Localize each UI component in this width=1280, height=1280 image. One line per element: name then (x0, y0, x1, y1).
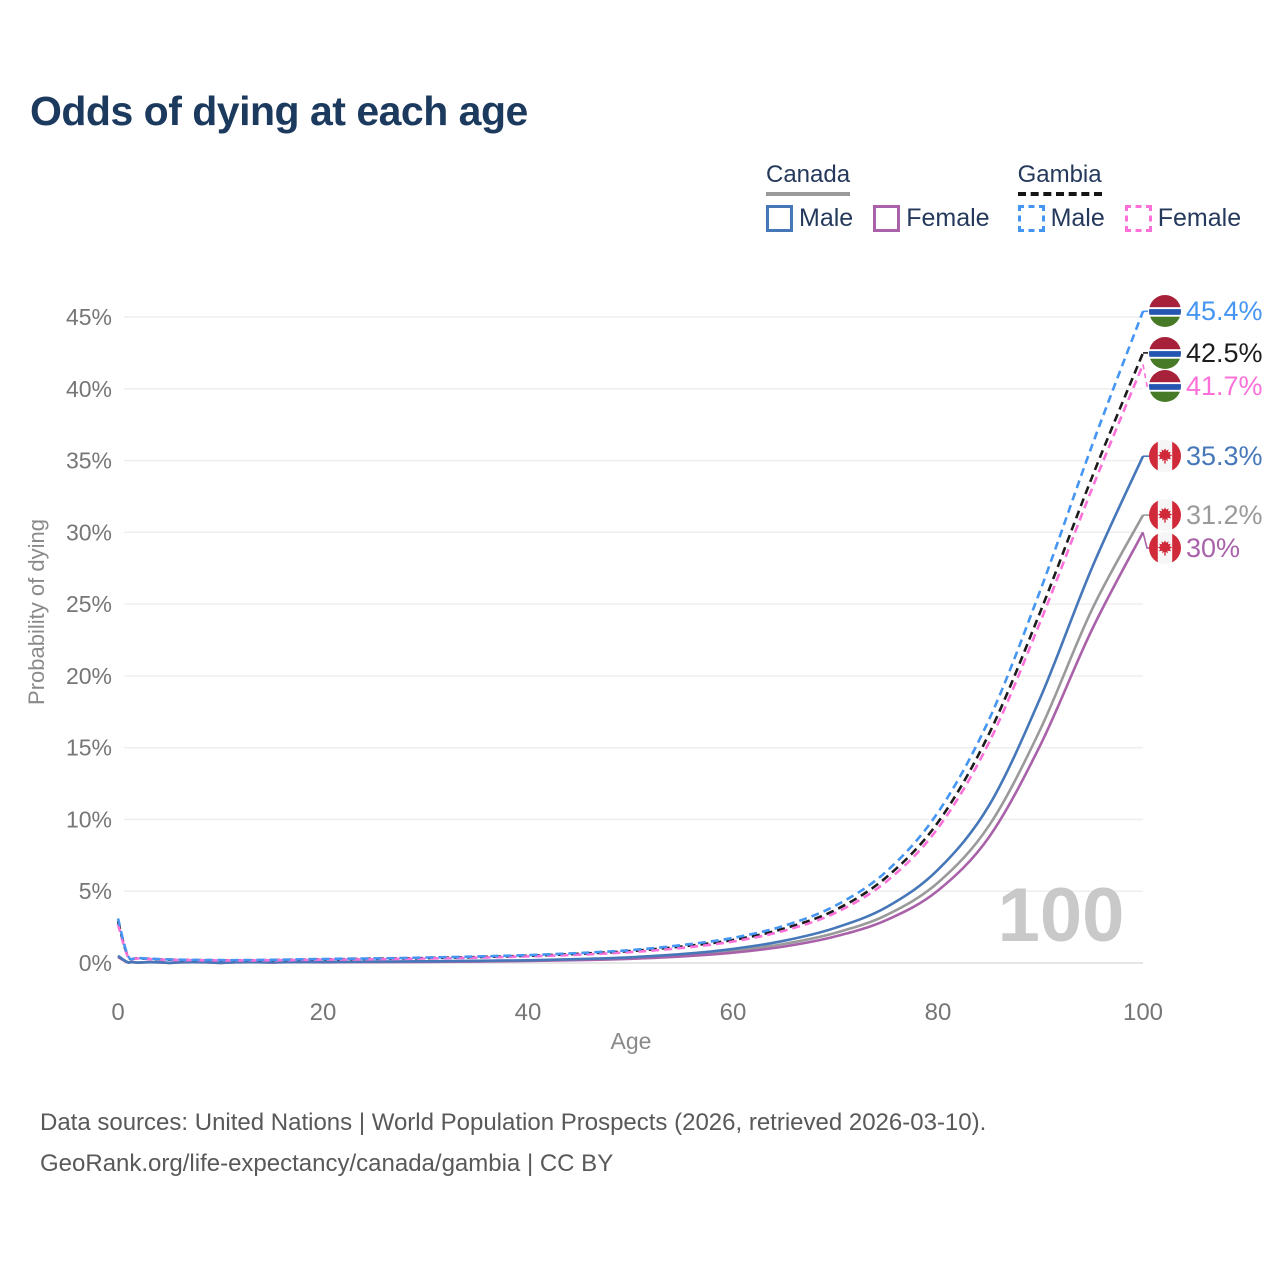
y-tick-label: 20% (66, 663, 112, 689)
footer: Data sources: United Nations | World Pop… (40, 1102, 986, 1184)
series-line-gambia-both (116, 352, 1145, 962)
series-line-gambia-male (116, 310, 1145, 962)
page-title: Odds of dying at each age (30, 88, 528, 134)
legend-item-gambia-male: Male (1017, 204, 1105, 233)
y-tick-label: 25% (66, 591, 112, 617)
series-line-canada-both (117, 514, 1145, 965)
canada-female-swatch-icon (873, 205, 901, 232)
x-tick-label: 40 (515, 999, 542, 1026)
footer-data-sources: Data sources: United Nations | World Pop… (40, 1109, 987, 1136)
y-tick-label: 10% (66, 806, 112, 832)
chart-legend: Canada Male Female Gambia Male (766, 161, 1241, 233)
x-tick-label: 60 (720, 999, 747, 1026)
series-line-gambia-female (116, 363, 1145, 962)
legend-country-canada: Canada (766, 161, 851, 196)
y-tick-label: 5% (79, 878, 112, 904)
x-tick-label: 80 (925, 999, 952, 1026)
y-tick-label: 30% (66, 519, 112, 545)
watermark-age-100: 100 (998, 873, 1125, 958)
legend-group-canada: Canada Male Female (766, 161, 990, 233)
legend-group-gambia: Gambia Male Female (1017, 161, 1242, 233)
x-axis-title: Age (611, 1028, 652, 1054)
y-tick-label: 45% (66, 304, 112, 330)
footer-attribution: GeoRank.org/life-expectancy/canada/gambi… (40, 1150, 614, 1177)
x-tick-label: 20 (310, 999, 337, 1026)
canada-male-swatch-icon (766, 205, 793, 232)
legend-item-canada-male: Male (766, 204, 853, 233)
gambia-male-swatch-icon (1017, 205, 1045, 232)
legend-item-gambia-female: Female (1124, 204, 1242, 233)
legend-item-canada-female: Female (873, 204, 990, 233)
legend-country-gambia: Gambia (1017, 161, 1102, 196)
y-tick-label: 15% (66, 735, 112, 761)
y-tick-label: 0% (79, 950, 112, 976)
legend-label: Male (1050, 204, 1105, 232)
y-tick-label: 35% (66, 448, 112, 474)
legend-label: Male (799, 204, 854, 232)
x-tick-label: 0 (111, 999, 124, 1026)
x-tick-label: 100 (1123, 999, 1163, 1026)
legend-label: Female (906, 204, 990, 232)
y-axis-title: Probability of dying (24, 519, 49, 705)
legend-label: Female (1157, 204, 1242, 232)
y-tick-label: 40% (66, 376, 112, 402)
gambia-female-swatch-icon (1124, 205, 1152, 232)
end-label-connector (1142, 532, 1150, 549)
end-label-connector (1142, 364, 1150, 387)
series-line-canada-male (117, 455, 1145, 965)
